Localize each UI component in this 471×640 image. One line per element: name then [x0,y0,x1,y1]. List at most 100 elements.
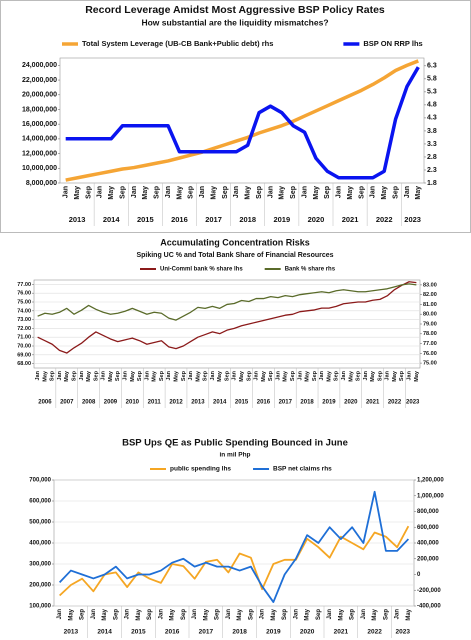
x-tick-label: Jan [165,186,172,198]
year-label: 2010 [126,400,140,406]
series-line [59,525,410,597]
y2-tick-label: 2.8 [427,154,437,161]
y-tick-label: 400,000 [29,541,51,547]
y2-tick-label: 1,000,000 [417,493,444,499]
x-tick-label: May [415,186,422,200]
series-line [58,490,410,603]
chart-title: BSP Ups QE as Public Spending Bounced in… [122,438,348,449]
year-label: 2013 [64,629,79,636]
x-tick-label: Sep [334,370,340,381]
x-tick-label: Sep [154,186,161,199]
year-label: 2017 [205,215,222,224]
year-label: 2019 [322,400,336,406]
x-tick-label: Jan [210,370,216,380]
x-tick-label: May [381,186,388,200]
y2-tick-label: 6.3 [427,63,437,70]
plot-frame [59,57,425,184]
x-tick-label: Jan [275,370,281,380]
y-tick-label: 10,000,000 [22,165,57,172]
y2-tick-label: 78.00 [423,331,437,337]
chart-subtitle: in mil Php [219,452,250,459]
year-label: 2017 [279,400,293,406]
year-label: 2020 [308,215,325,224]
y-tick-label: 18,000,000 [22,106,57,113]
x-tick-label: Jan [395,609,401,620]
x-tick-label: Sep [159,370,165,381]
x-tick-label: Sep [222,186,229,199]
year-label: 2014 [97,629,112,636]
x-tick-label: May [68,608,74,620]
y2-tick-label: 83.00 [423,282,437,288]
x-tick-label: Jan [327,609,333,620]
x-tick-label: Sep [256,186,263,199]
x-tick-label: Sep [181,370,187,381]
year-label: 2015 [131,629,146,636]
x-tick-label: Jan [404,186,411,198]
x-tick-label: May [347,186,354,200]
x-tick-label: Jan [341,370,347,380]
x-tick-label: Jan [199,186,206,198]
x-tick-label: Sep [72,370,78,381]
y2-tick-label: 5.3 [427,89,437,96]
x-tick-label: May [406,608,412,620]
x-tick-label: Sep [350,609,356,620]
x-tick-label: May [283,370,289,382]
y-tick-label: 500,000 [29,520,51,526]
series-line [65,59,419,182]
y-tick-label: 700,000 [29,478,51,484]
x-tick-label: May [210,186,217,200]
x-tick-label: May [239,370,245,382]
x-tick-label: Sep [248,609,254,620]
y-tick-label: 68.00 [17,361,31,367]
x-tick-label: Sep [115,370,121,381]
x-tick-label: Sep [215,609,221,620]
y-tick-label: 69.00 [17,352,31,358]
x-tick-label: May [392,370,398,382]
year-label: 2015 [137,215,154,224]
year-label: 2022 [376,215,393,224]
y2-tick-label: 79.00 [423,321,437,327]
x-tick-label: May [326,370,332,382]
legend-label: Total System Leverage (UB-CB Bank+Public… [82,39,273,48]
y2-tick-label: 81.00 [423,302,437,308]
x-tick-label: Sep [290,370,296,381]
year-label: 2016 [257,400,271,406]
x-tick-label: Jan [385,370,391,380]
x-tick-label: Sep [50,370,56,381]
x-tick-label: Sep [392,186,399,199]
year-label: 2023 [406,400,420,406]
chart-subtitle: Spiking UC % and Total Bank Share of Fin… [136,252,333,259]
x-tick-label: Jan [407,370,413,380]
y-tick-label: 74.00 [17,308,31,314]
year-label: 2022 [367,629,382,636]
year-label: 2020 [344,400,358,406]
year-label: 2014 [103,215,121,224]
x-tick-label: Jan [188,370,194,380]
x-tick-label: May [108,186,115,200]
x-tick-label: Sep [377,370,383,381]
x-tick-label: Sep [399,370,405,381]
x-tick-label: Sep [80,609,86,620]
y2-tick-label: 82.00 [423,292,437,298]
x-tick-label: Jan [254,370,260,380]
x-tick-label: Sep [203,370,209,381]
y2-tick-label: 600,000 [417,525,439,531]
x-tick-label: May [338,608,344,620]
y-tick-label: 20,000,000 [22,92,57,99]
x-tick-label: Jan [101,370,107,380]
chart-title: Record Leverage Amidst Most Aggressive B… [85,4,385,16]
x-tick-label: Jan [363,370,369,380]
y-tick-label: 71.00 [17,335,31,341]
x-tick-label: May [130,370,136,382]
legend-label: Bank % share rhs [285,267,336,273]
x-tick-label: May [348,370,354,382]
x-tick-label: Jan [233,186,240,198]
x-tick-label: Jan [131,186,138,198]
x-tick-label: Sep [290,186,297,199]
year-label: 2021 [334,629,349,636]
x-tick-label: Jan [293,609,299,620]
x-tick-label: May [245,186,252,200]
y2-tick-label: 3.8 [427,128,437,135]
x-tick-label: Jan [144,370,150,380]
x-tick-label: Jan [57,609,63,620]
